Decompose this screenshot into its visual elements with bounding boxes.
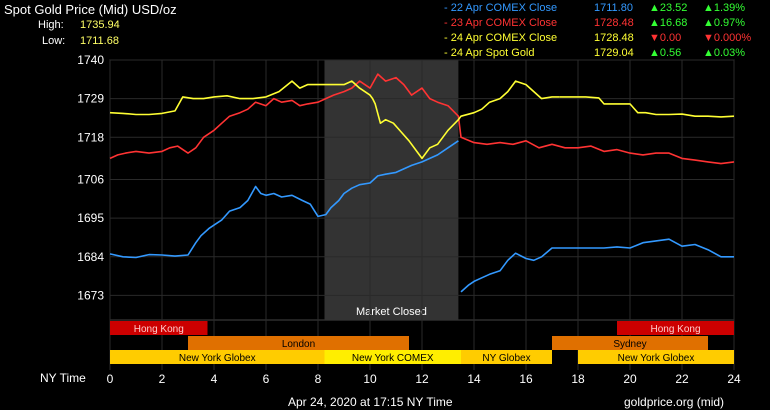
legend-change: ▲16.68 [649, 17, 688, 29]
y-tick-label: 1695 [77, 211, 104, 225]
market-closed-shade [324, 60, 459, 320]
market-closed-band: Market Closed [324, 60, 459, 320]
series-line [109, 73, 735, 165]
x-axis-label: NY Time [40, 371, 86, 385]
x-tick-label: 24 [727, 372, 741, 386]
series-line [109, 80, 560, 160]
low-label: Low: [42, 35, 66, 47]
x-tick-label: 14 [467, 372, 481, 386]
timestamp: Apr 24, 2020 at 17:15 NY Time [288, 395, 453, 409]
session-bar [188, 336, 409, 350]
trading-sessions: Hong Kong Hong Kong London Sydney New York G… [110, 321, 734, 364]
x-tick-label: 12 [415, 372, 429, 386]
legend-series-name: - 24 Apr Spot Gold [444, 47, 535, 59]
y-tick-label: 1729 [77, 92, 104, 106]
session-bar [324, 350, 461, 364]
session-bar [461, 350, 552, 364]
series-line [559, 96, 735, 118]
session-label: NY Globex [482, 353, 530, 364]
session-bar [617, 321, 734, 335]
high-value: 1735.94 [80, 19, 120, 31]
legend-series-name: - 23 Apr COMEX Close [444, 17, 558, 29]
legend-series-name: - 24 Apr COMEX Close [444, 32, 558, 44]
session-label: New York Globex [179, 353, 256, 364]
y-tick-label: 1673 [77, 288, 104, 302]
legend-change-pct: ▲1.39% [703, 2, 746, 14]
session-label: New York COMEX [352, 353, 434, 364]
x-tick-label: 2 [159, 372, 166, 386]
source-link[interactable]: goldprice.org (mid) [624, 395, 725, 409]
session-label: Hong Kong [650, 324, 700, 335]
legend-value: 1711.80 [594, 2, 633, 14]
high-label: High: [38, 19, 64, 31]
legend-change-pct: ▼0.000% [703, 32, 752, 44]
x-tick-label: 18 [571, 372, 585, 386]
legend-change: ▲23.52 [649, 2, 688, 14]
session-bar [110, 321, 208, 335]
x-axis-ticks: 0 2 4 6 8 10 12 14 16 18 20 22 24 [107, 372, 741, 386]
x-tick-label: 22 [675, 372, 689, 386]
legend-change-pct: ▲0.03% [703, 47, 746, 59]
x-tick-label: 20 [623, 372, 637, 386]
legend-series-name: - 22 Apr COMEX Close [444, 2, 558, 14]
chart-title: Spot Gold Price (Mid) USD/oz [4, 2, 177, 17]
session-bar [578, 350, 734, 364]
legend-change-pct: ▲0.97% [703, 17, 746, 29]
y-tick-label: 1706 [77, 172, 104, 186]
market-closed-label: Market Closed [356, 306, 427, 318]
legend-change: ▼0.00 [649, 32, 682, 44]
y-tick-label: 1718 [77, 130, 104, 144]
series-lines [109, 73, 735, 293]
series-line [109, 140, 734, 293]
y-tick-label: 1684 [77, 250, 104, 264]
x-tick-label: 6 [263, 372, 270, 386]
x-tick-label: 8 [315, 372, 322, 386]
session-bar [110, 350, 325, 364]
y-tick-label: 1740 [77, 53, 104, 67]
y-axis-ticks: 1740 1729 1718 1706 1695 1684 1673 [77, 53, 104, 302]
legend-change: ▲0.56 [649, 47, 682, 59]
x-tick-label: 0 [107, 372, 114, 386]
session-label: Sydney [613, 339, 646, 350]
legend-value: 1729.04 [594, 47, 634, 59]
legend-value: 1728.48 [594, 32, 634, 44]
x-tick-label: 16 [519, 372, 533, 386]
session-label: Hong Kong [134, 324, 184, 335]
session-bar [552, 336, 708, 350]
x-tick-label: 10 [363, 372, 377, 386]
session-label: London [282, 339, 315, 350]
legend-value: 1728.48 [594, 17, 634, 29]
session-label: New York Globex [618, 353, 695, 364]
low-value: 1711.68 [80, 35, 119, 47]
x-tick-label: 4 [211, 372, 218, 386]
